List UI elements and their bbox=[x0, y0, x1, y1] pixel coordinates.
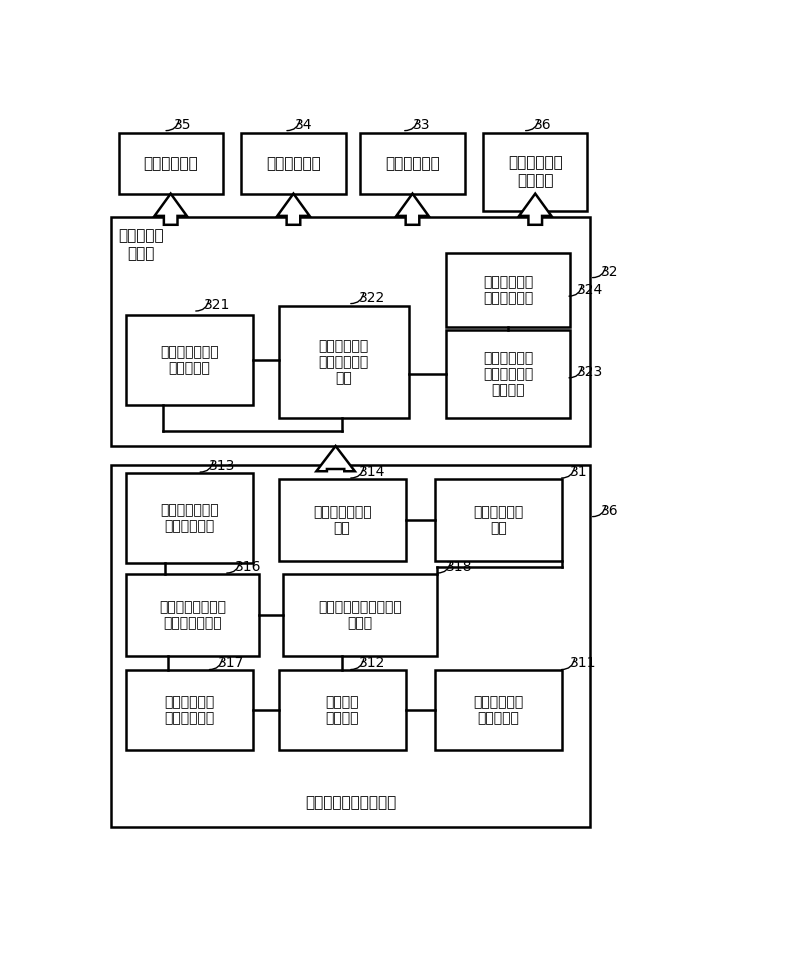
Text: 321: 321 bbox=[204, 298, 230, 312]
Text: 计量单位
建立单元: 计量单位 建立单元 bbox=[326, 695, 359, 725]
Text: 311: 311 bbox=[570, 656, 597, 671]
Text: 312: 312 bbox=[359, 656, 386, 671]
Polygon shape bbox=[316, 446, 355, 471]
Text: 在线查询单元: 在线查询单元 bbox=[143, 155, 198, 171]
Text: 新建计量标准
测量不确定度
验证单元: 新建计量标准 测量不确定度 验证单元 bbox=[483, 351, 533, 397]
Text: 计量标准名称
分类建立单元: 计量标准名称 分类建立单元 bbox=[165, 695, 214, 725]
FancyBboxPatch shape bbox=[278, 479, 406, 561]
FancyBboxPatch shape bbox=[278, 307, 409, 417]
Text: 324: 324 bbox=[578, 283, 604, 297]
Text: 32: 32 bbox=[601, 264, 618, 279]
FancyBboxPatch shape bbox=[360, 133, 465, 194]
FancyBboxPatch shape bbox=[435, 670, 562, 750]
FancyBboxPatch shape bbox=[111, 217, 590, 446]
Text: 计量检定规程和校
准规范存储单元: 计量检定规程和校 准规范存储单元 bbox=[159, 601, 226, 630]
Text: 35: 35 bbox=[174, 118, 192, 132]
FancyBboxPatch shape bbox=[278, 670, 406, 750]
Text: 33: 33 bbox=[413, 118, 430, 132]
Text: 36: 36 bbox=[534, 118, 552, 132]
Polygon shape bbox=[154, 194, 187, 225]
Text: 322: 322 bbox=[359, 290, 386, 305]
FancyBboxPatch shape bbox=[126, 314, 253, 405]
Text: 计量标准管
理单元: 计量标准管 理单元 bbox=[118, 228, 164, 261]
Text: 量值溯源和传递框图生
成单元: 量值溯源和传递框图生 成单元 bbox=[318, 601, 402, 630]
FancyBboxPatch shape bbox=[126, 670, 253, 750]
FancyBboxPatch shape bbox=[435, 479, 562, 561]
Text: 设备信息建立
单元: 设备信息建立 单元 bbox=[474, 505, 523, 535]
Text: 新建计量标准信
息建立单元: 新建计量标准信 息建立单元 bbox=[160, 345, 219, 375]
FancyBboxPatch shape bbox=[111, 465, 590, 827]
Text: 36: 36 bbox=[601, 503, 618, 518]
Text: 计量标准资料
共享单元: 计量标准资料 共享单元 bbox=[508, 155, 562, 188]
FancyBboxPatch shape bbox=[446, 253, 570, 327]
Text: 323: 323 bbox=[578, 364, 604, 379]
Text: 检定或校准人员
信息建立单元: 检定或校准人员 信息建立单元 bbox=[160, 503, 219, 533]
FancyBboxPatch shape bbox=[283, 575, 437, 656]
Text: 34: 34 bbox=[295, 118, 313, 132]
Text: 系统基础信息建立单元: 系统基础信息建立单元 bbox=[305, 795, 396, 811]
FancyBboxPatch shape bbox=[242, 133, 346, 194]
Text: 动态监管单元: 动态监管单元 bbox=[266, 155, 321, 171]
Text: 313: 313 bbox=[209, 459, 235, 473]
FancyBboxPatch shape bbox=[126, 575, 259, 656]
FancyBboxPatch shape bbox=[446, 331, 570, 417]
Text: 计量器器具名
称建立单元: 计量器器具名 称建立单元 bbox=[474, 695, 523, 725]
Polygon shape bbox=[519, 194, 551, 225]
Text: 31: 31 bbox=[570, 465, 587, 479]
Text: 自动提醒单元: 自动提醒单元 bbox=[385, 155, 440, 171]
Text: 314: 314 bbox=[359, 465, 386, 479]
Text: 317: 317 bbox=[218, 656, 244, 671]
Text: 316: 316 bbox=[235, 560, 262, 574]
FancyBboxPatch shape bbox=[483, 133, 587, 211]
FancyBboxPatch shape bbox=[118, 133, 222, 194]
Polygon shape bbox=[278, 194, 310, 225]
Text: 318: 318 bbox=[446, 560, 473, 574]
Text: 新建计量标准
试验数据管理
单元: 新建计量标准 试验数据管理 单元 bbox=[318, 339, 369, 386]
Text: 新建计量标准
资料生成单元: 新建计量标准 资料生成单元 bbox=[483, 275, 533, 306]
Text: 合格供应商建立
单元: 合格供应商建立 单元 bbox=[313, 505, 371, 535]
Polygon shape bbox=[396, 194, 429, 225]
FancyBboxPatch shape bbox=[126, 473, 253, 563]
